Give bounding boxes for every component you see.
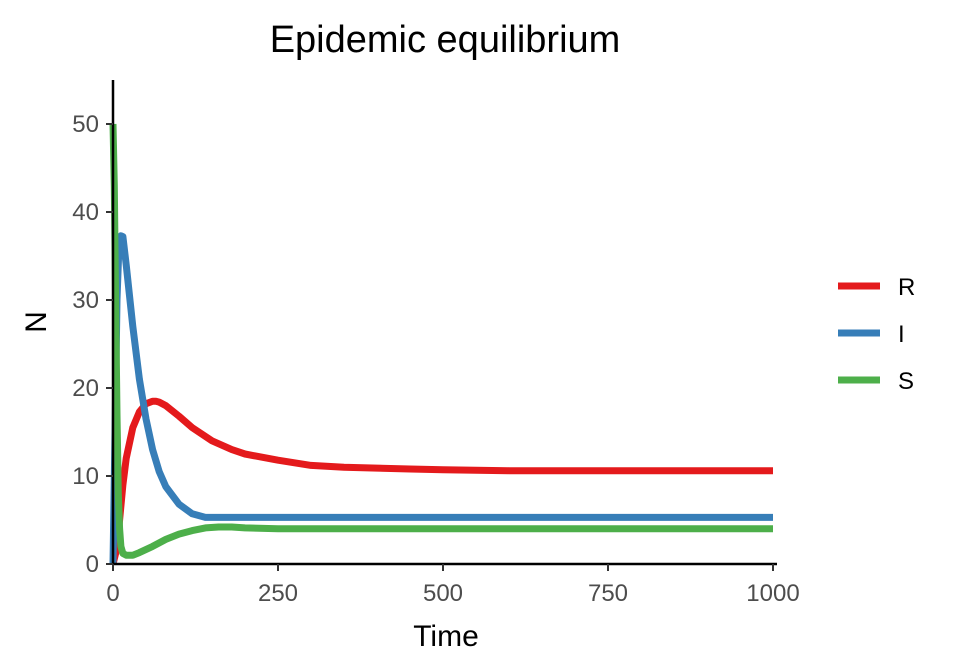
y-tick-label: 50	[72, 111, 99, 138]
series-line-R	[109, 397, 773, 565]
y-tick-label: 40	[72, 199, 99, 226]
x-tick-label: 750	[588, 580, 628, 607]
y-tick-label: 30	[72, 287, 99, 314]
series-line-I	[109, 232, 773, 565]
legend-label-I: I	[898, 321, 905, 348]
x-ticks: 0 250 500 750 1000	[106, 564, 800, 607]
x-tick-label: 0	[106, 580, 119, 607]
legend-label-R: R	[898, 274, 915, 301]
y-axis-title: N	[20, 311, 53, 333]
y-tick-label: 0	[86, 551, 99, 578]
x-tick-label: 1000	[746, 580, 799, 607]
x-tick-label: 250	[258, 580, 298, 607]
plot-lines	[109, 123, 773, 565]
y-ticks: 0 10 20 30 40 50	[72, 111, 113, 578]
chart-title: Epidemic equilibrium	[270, 19, 621, 61]
legend: RIS	[838, 274, 915, 395]
x-axis-title: Time	[413, 620, 479, 653]
legend-label-S: S	[898, 368, 914, 395]
y-tick-label: 20	[72, 375, 99, 402]
y-tick-label: 10	[72, 463, 99, 490]
x-tick-label: 500	[423, 580, 463, 607]
series-line-S	[109, 123, 773, 559]
